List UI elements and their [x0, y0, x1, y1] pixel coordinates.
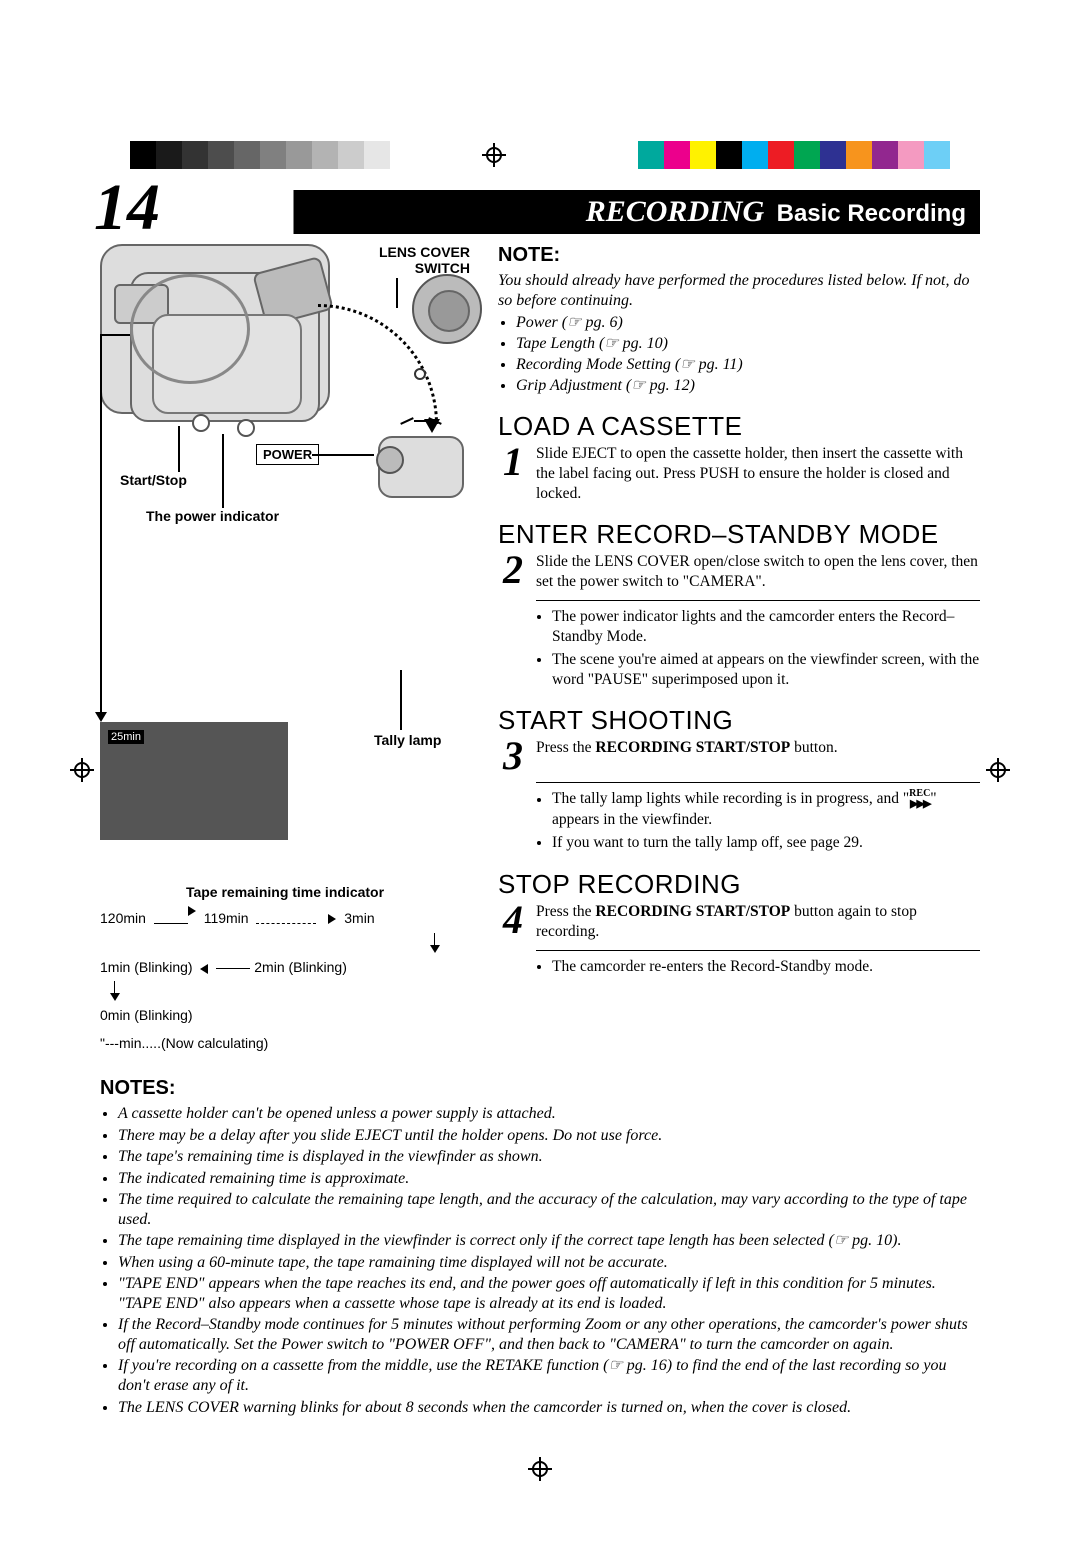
- step-title: STOP RECORDING: [498, 869, 980, 900]
- step-bullet: The camcorder re-enters the Record-Stand…: [552, 957, 980, 977]
- registration-mark-bottom: [528, 1457, 552, 1481]
- tally-lamp-label: Tally lamp: [374, 732, 441, 748]
- registration-mark-right: [986, 758, 1010, 782]
- step-bullet: The scene you're aimed at appears on the…: [552, 650, 980, 690]
- step-body: Slide the LENS COVER open/close switch t…: [536, 552, 980, 592]
- notes-item: If you're recording on a cassette from t…: [118, 1356, 980, 1395]
- step-body: Slide EJECT to open the cassette holder,…: [536, 444, 980, 503]
- notes-item: The LENS COVER warning blinks for about …: [118, 1398, 980, 1418]
- note-intro: You should already have performed the pr…: [498, 271, 980, 311]
- step-bullet: The tally lamp lights while recording is…: [552, 789, 980, 830]
- notes-item: A cassette holder can't be opened unless…: [118, 1104, 980, 1124]
- notes-item: The tape remaining time displayed in the…: [118, 1231, 980, 1251]
- notes-item: If the Record–Standby mode continues for…: [118, 1315, 980, 1354]
- power-label: POWER: [256, 444, 319, 465]
- notes-bottom: NOTES: A cassette holder can't be opened…: [100, 1077, 980, 1417]
- step-bullets: The tally lamp lights while recording is…: [552, 789, 980, 853]
- step-body: Press the RECORDING START/STOP button ag…: [536, 902, 980, 942]
- registration-mark-left: [70, 758, 94, 782]
- page-header: 14 RECORDING Basic Recording: [100, 190, 980, 234]
- step-number: 4: [498, 902, 528, 942]
- step: STOP RECORDING4Press the RECORDING START…: [498, 869, 980, 976]
- notes-item: The time required to calculate the remai…: [118, 1190, 980, 1229]
- page-number: 14: [94, 170, 160, 246]
- step-title: LOAD A CASSETTE: [498, 411, 980, 442]
- step-bullets: The power indicator lights and the camco…: [552, 607, 980, 689]
- note-heading: NOTE:: [498, 244, 980, 267]
- camera-small-illustration: [378, 436, 464, 498]
- notes-item: There may be a delay after you slide EJE…: [118, 1126, 980, 1146]
- camera-diagram: LENS COVER SWITCH POWER Start/Stop The p…: [100, 244, 470, 804]
- notes-item: "TAPE END" appears when the tape reaches…: [118, 1274, 980, 1313]
- step-number: 2: [498, 552, 528, 592]
- step-body: Press the RECORDING START/STOP button.: [536, 738, 980, 774]
- calibration-strip: [0, 140, 1080, 170]
- notes-item: The indicated remaining time is approxim…: [118, 1169, 980, 1189]
- header-title: RECORDING Basic Recording: [586, 195, 966, 229]
- step-title: ENTER RECORD–STANDBY MODE: [498, 519, 980, 550]
- step-bullet: The power indicator lights and the camco…: [552, 607, 980, 647]
- step-bullet: If you want to turn the tally lamp off, …: [552, 833, 980, 853]
- start-stop-label: Start/Stop: [120, 472, 187, 488]
- step-bullets: The camcorder re-enters the Record-Stand…: [552, 957, 980, 977]
- notes-item: The tape's remaining time is displayed i…: [118, 1147, 980, 1167]
- viewfinder-box: 25min: [100, 722, 288, 840]
- note-item: Recording Mode Setting (☞ pg. 11): [516, 354, 980, 374]
- power-indicator-label: The power indicator: [146, 508, 279, 524]
- step-number: 3: [498, 738, 528, 774]
- step-number: 1: [498, 444, 528, 503]
- notes-item: When using a 60-minute tape, the tape ra…: [118, 1253, 980, 1273]
- note-item: Grip Adjustment (☞ pg. 12): [516, 375, 980, 395]
- note-item: Power (☞ pg. 6): [516, 312, 980, 332]
- step: START SHOOTING3Press the RECORDING START…: [498, 705, 980, 853]
- step-title: START SHOOTING: [498, 705, 980, 736]
- registration-mark-top: [482, 143, 506, 167]
- note-item: Tape Length (☞ pg. 10): [516, 333, 980, 353]
- step: ENTER RECORD–STANDBY MODE2Slide the LENS…: [498, 519, 980, 689]
- note-top-list: Power (☞ pg. 6)Tape Length (☞ pg. 10)Rec…: [516, 312, 980, 395]
- step: LOAD A CASSETTE1Slide EJECT to open the …: [498, 411, 980, 503]
- tape-remaining-block: Tape remaining time indicator 120min 119…: [100, 884, 470, 1051]
- lens-cover-label: LENS COVER SWITCH: [350, 244, 470, 276]
